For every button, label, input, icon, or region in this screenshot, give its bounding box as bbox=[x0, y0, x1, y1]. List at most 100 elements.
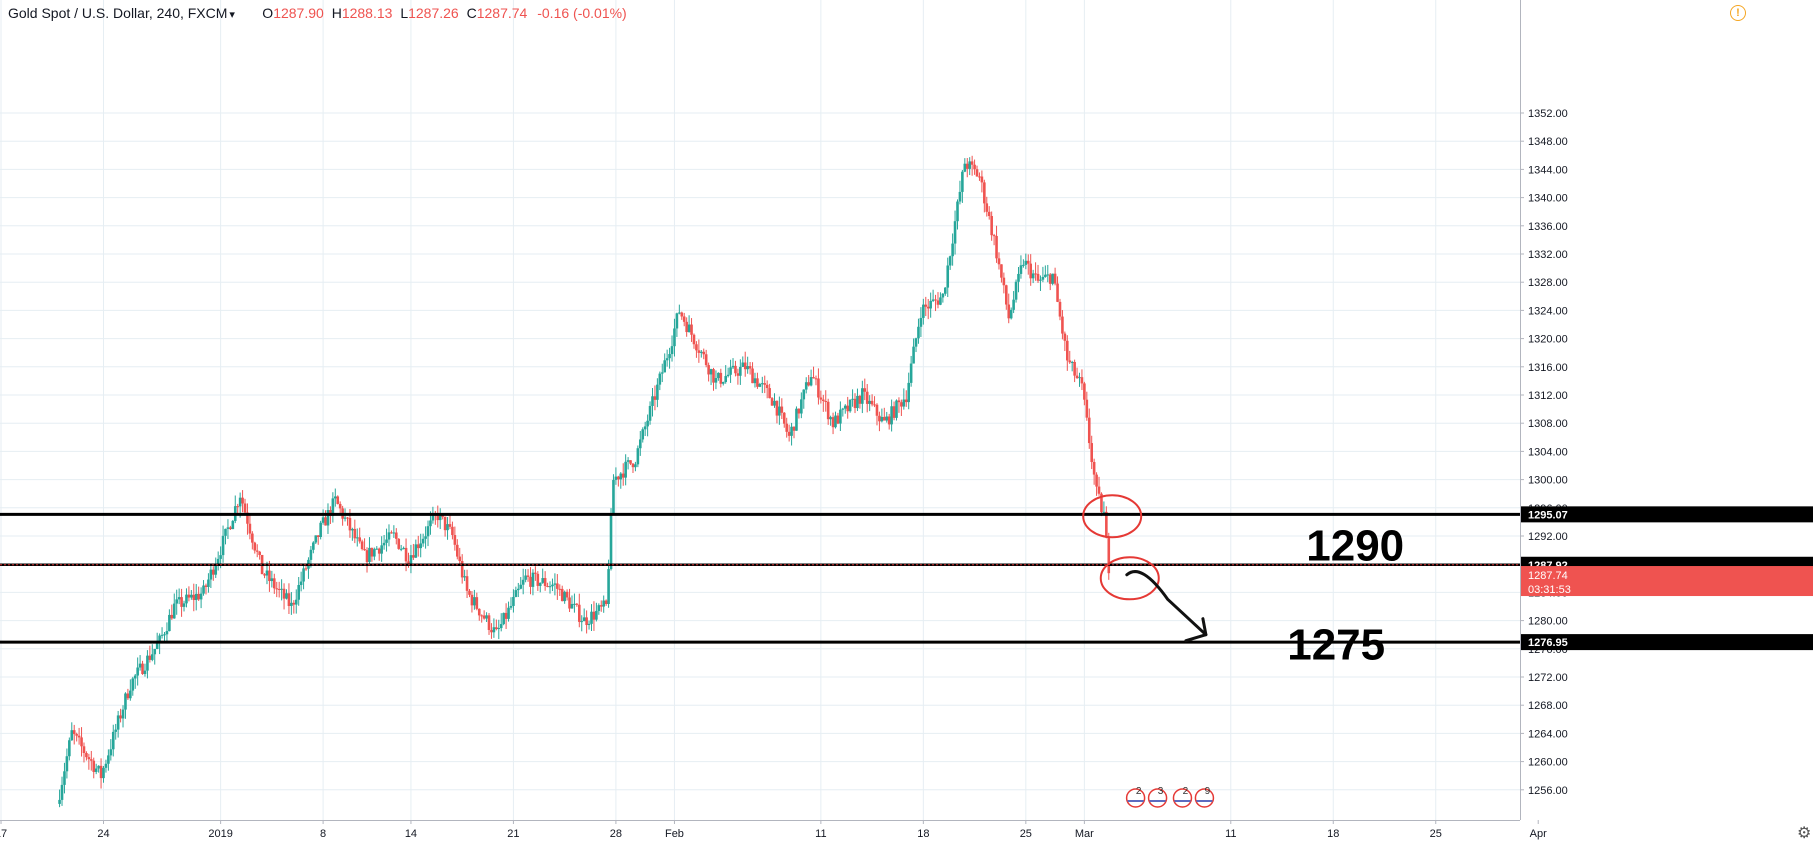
candle-body bbox=[917, 326, 920, 339]
candle-body bbox=[85, 753, 88, 758]
candle-body bbox=[68, 740, 71, 757]
candle-body bbox=[158, 635, 161, 644]
candle-body bbox=[324, 517, 327, 526]
candle-body bbox=[548, 586, 552, 588]
candle-body bbox=[538, 582, 542, 586]
candle-body bbox=[1029, 263, 1032, 279]
candle-body bbox=[714, 378, 718, 383]
candle-body bbox=[221, 535, 225, 556]
event-count: 9 bbox=[1205, 786, 1211, 797]
candle-body bbox=[353, 528, 357, 539]
candle-body bbox=[599, 605, 603, 607]
candle-body bbox=[397, 538, 401, 549]
candle-body bbox=[97, 765, 100, 769]
candle-body bbox=[231, 520, 235, 530]
symbol-title[interactable]: Gold Spot / U.S. Dollar, 240, FXCM bbox=[8, 5, 228, 21]
flag-icon[interactable] bbox=[1125, 788, 1146, 808]
candle-body bbox=[143, 670, 147, 675]
candle-body bbox=[612, 479, 615, 515]
candle-body bbox=[717, 372, 720, 379]
flag-icon[interactable] bbox=[1147, 788, 1168, 808]
highlight-circle[interactable] bbox=[1099, 556, 1160, 601]
candle-body bbox=[795, 408, 798, 431]
warning-icon[interactable]: ! bbox=[1730, 5, 1746, 21]
candle-body bbox=[682, 316, 686, 322]
candle-body bbox=[841, 408, 845, 410]
candle-body bbox=[829, 417, 832, 420]
candle-body bbox=[568, 597, 571, 609]
candle-body bbox=[163, 634, 166, 636]
candle-body bbox=[1063, 333, 1067, 341]
candle-body bbox=[924, 304, 928, 307]
candle-body bbox=[373, 549, 376, 557]
chevron-down-icon[interactable]: ▾ bbox=[229, 9, 235, 21]
candle-body bbox=[939, 297, 942, 305]
candle-body bbox=[336, 496, 340, 504]
candle-body bbox=[870, 400, 874, 405]
candle-body bbox=[387, 532, 391, 540]
current-price-tag bbox=[1521, 566, 1813, 597]
candle-body bbox=[1068, 360, 1072, 363]
candle-body bbox=[338, 503, 342, 509]
candle-body bbox=[1036, 273, 1040, 281]
candle-body bbox=[151, 654, 154, 660]
candle-body bbox=[697, 350, 701, 353]
candle-body bbox=[487, 615, 491, 630]
candle-body bbox=[595, 610, 598, 620]
candle-body bbox=[424, 536, 427, 539]
candle-body bbox=[375, 548, 379, 550]
drawings: 1290 1275 2 3 2 9 bbox=[1082, 494, 1404, 808]
candle-body bbox=[580, 621, 584, 623]
candle-body bbox=[414, 544, 418, 558]
candle-body bbox=[839, 409, 842, 424]
candle-body bbox=[114, 729, 117, 732]
candle-body bbox=[136, 667, 139, 676]
candle-body bbox=[775, 400, 779, 416]
candle-body bbox=[929, 300, 932, 309]
candle-body bbox=[94, 768, 98, 772]
flag-icon[interactable] bbox=[1172, 788, 1193, 808]
candle-body bbox=[1031, 273, 1035, 279]
candle-body bbox=[724, 376, 727, 382]
candle-body bbox=[297, 585, 300, 600]
candle-body bbox=[492, 627, 496, 633]
highlight-circle[interactable] bbox=[1082, 494, 1143, 539]
candle-body bbox=[209, 569, 213, 580]
candle-body bbox=[990, 216, 993, 236]
candle-body bbox=[1019, 265, 1023, 274]
time-tick-label: 11 bbox=[1225, 828, 1236, 840]
time-tick-label: 25 bbox=[1430, 828, 1442, 840]
candle-body bbox=[214, 565, 218, 575]
candle-body bbox=[475, 597, 479, 609]
candle-body bbox=[892, 406, 896, 418]
candle-body bbox=[685, 321, 688, 333]
candle-body bbox=[883, 416, 886, 421]
gear-icon[interactable]: ⚙ bbox=[1797, 825, 1812, 842]
candle-body bbox=[934, 299, 937, 301]
candle-body bbox=[309, 549, 313, 560]
current-price-label: 1287.74 bbox=[1528, 570, 1568, 582]
candle-body bbox=[299, 581, 303, 586]
candle-body bbox=[858, 395, 862, 404]
candle-body bbox=[846, 405, 849, 412]
candle-body bbox=[707, 365, 710, 375]
candle-body bbox=[802, 389, 806, 400]
candle-body bbox=[746, 366, 749, 370]
candle-body bbox=[280, 588, 283, 590]
trend-arrow[interactable] bbox=[1125, 570, 1208, 637]
candle-body bbox=[965, 163, 969, 169]
candle-body bbox=[470, 594, 474, 606]
candle-body bbox=[172, 603, 176, 619]
candle-body bbox=[944, 287, 947, 294]
candle-body bbox=[1017, 273, 1020, 282]
candle-body bbox=[756, 378, 759, 387]
candle-body bbox=[641, 429, 645, 440]
candle-body bbox=[739, 366, 742, 376]
flag-icon[interactable] bbox=[1194, 788, 1215, 808]
candle-body bbox=[673, 328, 676, 347]
candle-body bbox=[290, 602, 293, 607]
candle-body bbox=[551, 584, 554, 587]
candle-body bbox=[504, 612, 508, 619]
candle-body bbox=[392, 532, 396, 534]
